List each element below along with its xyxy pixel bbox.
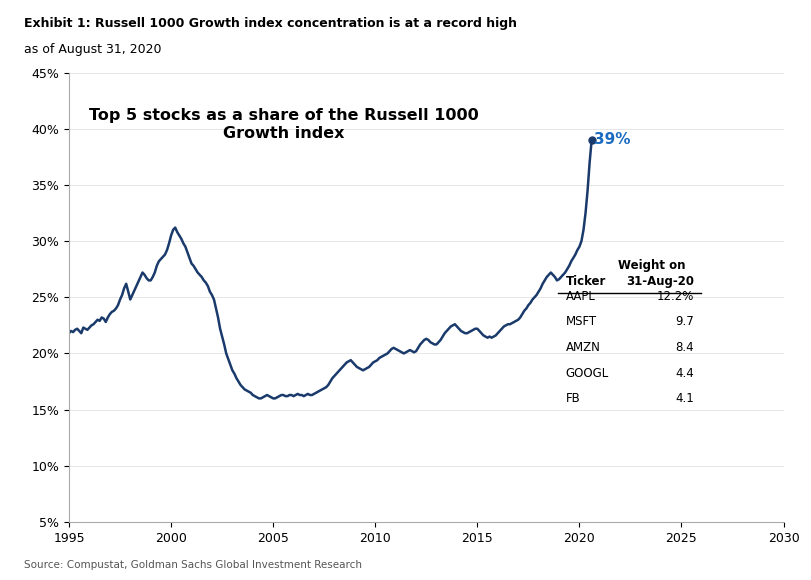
Text: 4.4: 4.4 bbox=[675, 367, 693, 380]
Text: Top 5 stocks as a share of the Russell 1000
Growth index: Top 5 stocks as a share of the Russell 1… bbox=[88, 108, 478, 141]
Text: 4.1: 4.1 bbox=[675, 393, 693, 405]
Text: Exhibit 1: Russell 1000 Growth index concentration is at a record high: Exhibit 1: Russell 1000 Growth index con… bbox=[24, 17, 517, 30]
Text: GOOGL: GOOGL bbox=[565, 367, 608, 380]
Text: Ticker: Ticker bbox=[565, 275, 605, 288]
Text: AMZN: AMZN bbox=[565, 341, 600, 354]
Text: 39%: 39% bbox=[593, 132, 629, 147]
Text: Weight on: Weight on bbox=[617, 259, 684, 272]
Text: 31-Aug-20: 31-Aug-20 bbox=[625, 275, 693, 288]
Text: 12.2%: 12.2% bbox=[656, 289, 693, 303]
Text: 8.4: 8.4 bbox=[675, 341, 693, 354]
Text: as of August 31, 2020: as of August 31, 2020 bbox=[24, 44, 161, 56]
Text: AAPL: AAPL bbox=[565, 289, 594, 303]
Text: Source: Compustat, Goldman Sachs Global Investment Research: Source: Compustat, Goldman Sachs Global … bbox=[24, 560, 362, 570]
Text: MSFT: MSFT bbox=[565, 316, 596, 328]
Text: FB: FB bbox=[565, 393, 580, 405]
Text: 9.7: 9.7 bbox=[675, 316, 693, 328]
